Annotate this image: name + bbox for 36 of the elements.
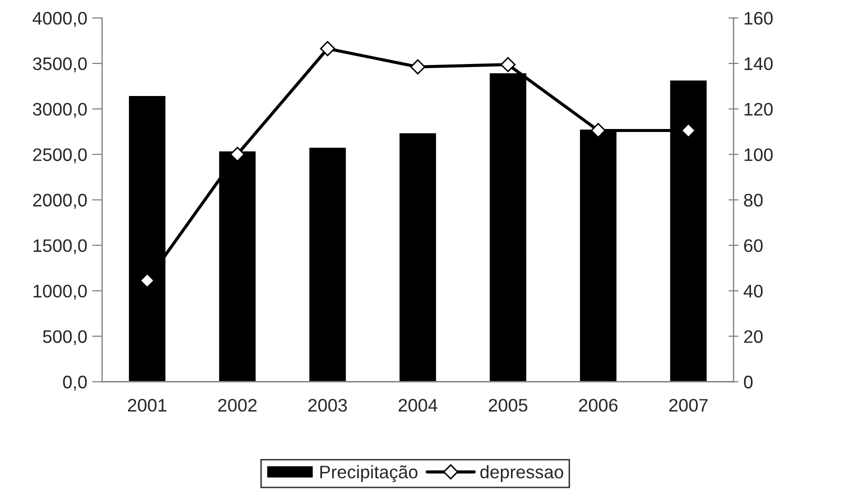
- y-tick-label: 2500,0: [33, 148, 87, 164]
- y-tick-label: 500,0: [43, 330, 87, 346]
- y-tick-label: 1500,0: [34, 239, 87, 254]
- y2-tick-label: 40: [744, 284, 763, 298]
- y-tick-label: 3000,0: [32, 102, 87, 118]
- y-tick-label: 0,0: [63, 376, 87, 391]
- y-tick-label: 2000,0: [33, 194, 87, 209]
- x-tick-label: 2003: [308, 398, 347, 412]
- y2-tick-label: 120: [744, 102, 773, 116]
- point: [320, 41, 336, 56]
- point: [410, 59, 426, 74]
- bar: [308, 146, 348, 382]
- y2-tick-label: 80: [744, 194, 763, 207]
- point: [500, 57, 516, 72]
- legend-label: depressao: [480, 465, 564, 482]
- x-tick-label: 2006: [579, 398, 618, 412]
- x-tick-label: 2005: [488, 398, 528, 412]
- point: [140, 272, 155, 288]
- x-tick-label: 2004: [398, 398, 438, 412]
- x-tick-label: 2007: [669, 398, 708, 412]
- x-tick-label: 2002: [218, 398, 257, 412]
- legend-label: Precipitação: [320, 465, 418, 482]
- y2-tick-label: 60: [744, 239, 763, 252]
- y-tick-label: 3500,0: [32, 57, 87, 72]
- bar: [398, 132, 438, 382]
- y2-tick-label: 140: [744, 57, 773, 70]
- y-tick-label: 4000,0: [32, 12, 87, 27]
- x-tick-label: 2001: [128, 398, 166, 412]
- y2-tick-label: 160: [744, 12, 773, 25]
- point: [590, 122, 606, 138]
- y2-tick-label: 100: [744, 148, 773, 162]
- point: [230, 146, 245, 162]
- point: [680, 122, 696, 138]
- y-tick-label: 1000,0: [34, 284, 87, 300]
- y2-tick-label: 0: [744, 376, 753, 388]
- y2-tick-label: 20: [744, 330, 763, 343]
